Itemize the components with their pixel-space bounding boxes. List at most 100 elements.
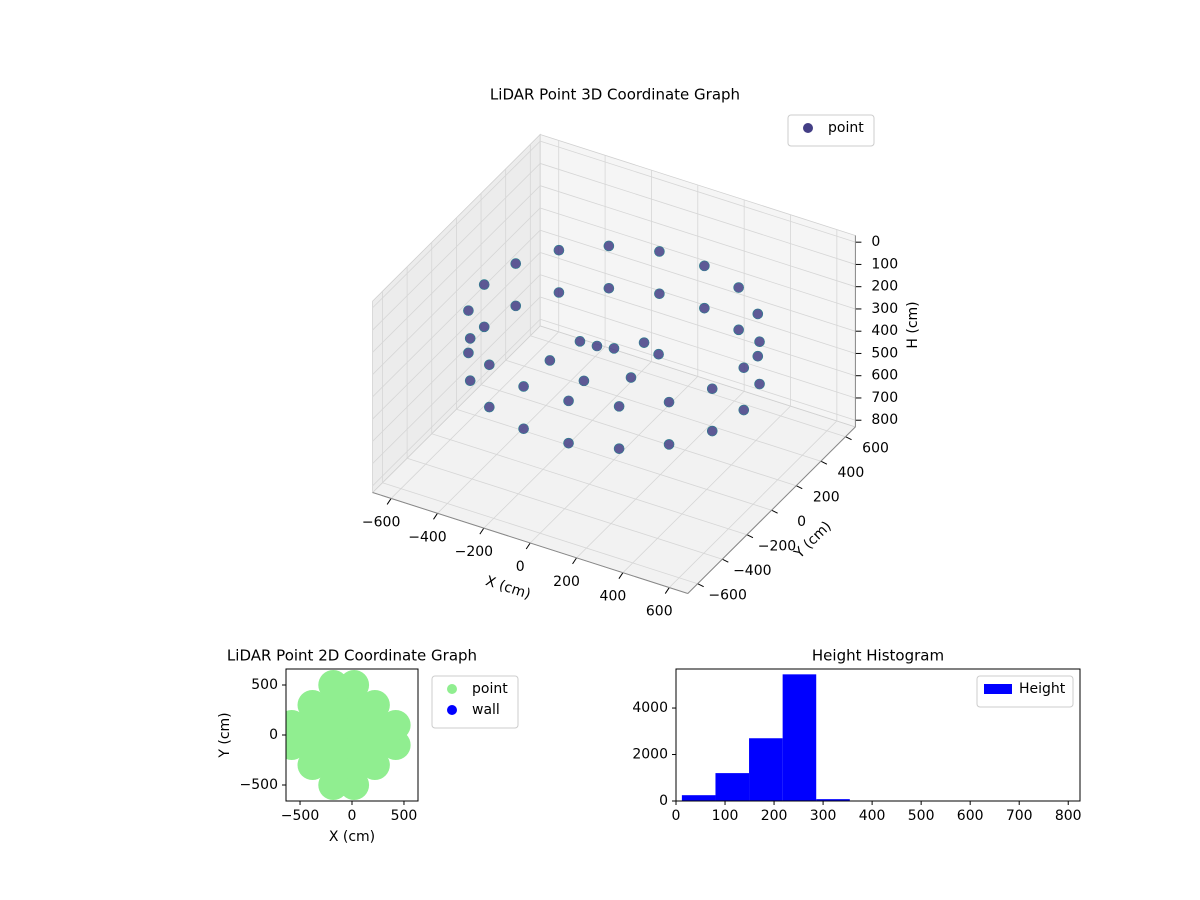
grid-line [540, 163, 856, 265]
grid-line [540, 229, 856, 332]
z-tick-label: 700 [871, 390, 898, 406]
point [706, 383, 718, 395]
point [754, 378, 765, 390]
tick-mark [722, 558, 729, 563]
legend-label: wall [472, 702, 500, 718]
y-tick-label: 600 [862, 441, 889, 457]
bar [681, 795, 716, 801]
z-tick-label: 100 [871, 256, 898, 272]
bar [749, 738, 783, 801]
y-tick-label: 2000 [632, 747, 668, 763]
grid-line [480, 384, 797, 487]
x-tick-label: 0 [672, 808, 681, 824]
y-tick-label: −400 [733, 563, 771, 579]
x-tick-label: 600 [957, 808, 984, 824]
y-axis-label: Y (cm) [217, 712, 233, 758]
point [654, 246, 665, 257]
legend-marker [447, 684, 457, 694]
point [464, 333, 476, 344]
plot-area [286, 670, 411, 800]
point [518, 423, 529, 435]
point [603, 240, 615, 252]
point [738, 362, 750, 374]
tick-mark [386, 498, 392, 505]
tick-mark [771, 509, 778, 514]
point [738, 404, 750, 416]
grid-line [431, 433, 748, 536]
x-tick-label: 0 [348, 808, 357, 824]
y-tick-label: 500 [251, 677, 278, 693]
x-tick-label: 0 [516, 559, 525, 575]
tick-mark [796, 485, 803, 490]
z-tick-label: 200 [871, 279, 898, 295]
legend-box [976, 675, 1074, 708]
bar [715, 773, 750, 801]
x-tick-label: 400 [600, 589, 627, 605]
grid-line [540, 140, 856, 243]
legend-marker [803, 123, 813, 133]
point [380, 710, 411, 740]
z-tick-label: 600 [871, 368, 898, 384]
y-tick-label: 4000 [632, 700, 668, 716]
bar [816, 799, 850, 801]
z-tick-label: 400 [871, 323, 898, 339]
x-tick-label: 200 [761, 808, 788, 824]
point [699, 302, 710, 314]
grid-line [540, 274, 856, 377]
grid-line [456, 408, 772, 511]
point [484, 401, 495, 413]
y-tick-label: −200 [758, 539, 796, 555]
point [591, 340, 603, 352]
x-tick-label: 500 [908, 808, 935, 824]
tick-mark [697, 583, 704, 588]
grid-line [540, 296, 856, 399]
point [654, 288, 665, 300]
y-tick-label: 0 [797, 514, 806, 530]
x-tick-label: 300 [810, 808, 837, 824]
point [463, 305, 474, 316]
chart-title: LiDAR Point 3D Coordinate Graph [490, 86, 740, 104]
point [359, 690, 390, 720]
point [574, 336, 586, 347]
point [318, 670, 349, 700]
tick-mark [820, 460, 828, 465]
y-tick-label: 0 [269, 727, 278, 743]
point [518, 381, 529, 392]
point [478, 279, 490, 290]
point [510, 258, 522, 269]
grid-line [372, 207, 541, 375]
chart-histogram: 0 100 200 300 400 500 600 700 800 0 2000 4000 Height… [632, 647, 1081, 825]
grid-line [540, 252, 856, 354]
z-tick-label: 0 [871, 234, 880, 250]
x-tick-label: −200 [455, 544, 493, 560]
tick-mark [433, 513, 438, 520]
point [339, 670, 370, 700]
legend-label: point [828, 120, 864, 136]
point [663, 439, 675, 450]
y-tick-label: 400 [838, 465, 865, 481]
grid-line [372, 318, 541, 487]
axis-line [372, 492, 688, 594]
x-tick-label: 100 [712, 808, 739, 824]
legend-box [787, 114, 875, 147]
point [484, 359, 495, 371]
tick-mark [746, 534, 754, 539]
y-tick-label: −500 [240, 777, 278, 793]
point [733, 282, 744, 293]
tick-mark [618, 572, 624, 579]
point [754, 336, 765, 348]
x-tick-label: 600 [646, 604, 673, 620]
point [463, 347, 474, 359]
chart-title: LiDAR Point 2D Coordinate Graph [227, 647, 477, 665]
chart-2d: −500 0 500 −500 0 500 X (cm) Y (cm) LiDAR Point … [217, 647, 519, 845]
legend-marker [447, 705, 457, 715]
point [478, 321, 490, 333]
point [733, 324, 744, 336]
x-tick-label: −600 [362, 514, 400, 530]
grid-line [382, 482, 698, 585]
grid-line [372, 296, 541, 464]
legend-label: point [472, 681, 508, 697]
x-tick-label: 400 [859, 808, 886, 824]
point [510, 300, 522, 312]
grid-line [372, 185, 541, 353]
